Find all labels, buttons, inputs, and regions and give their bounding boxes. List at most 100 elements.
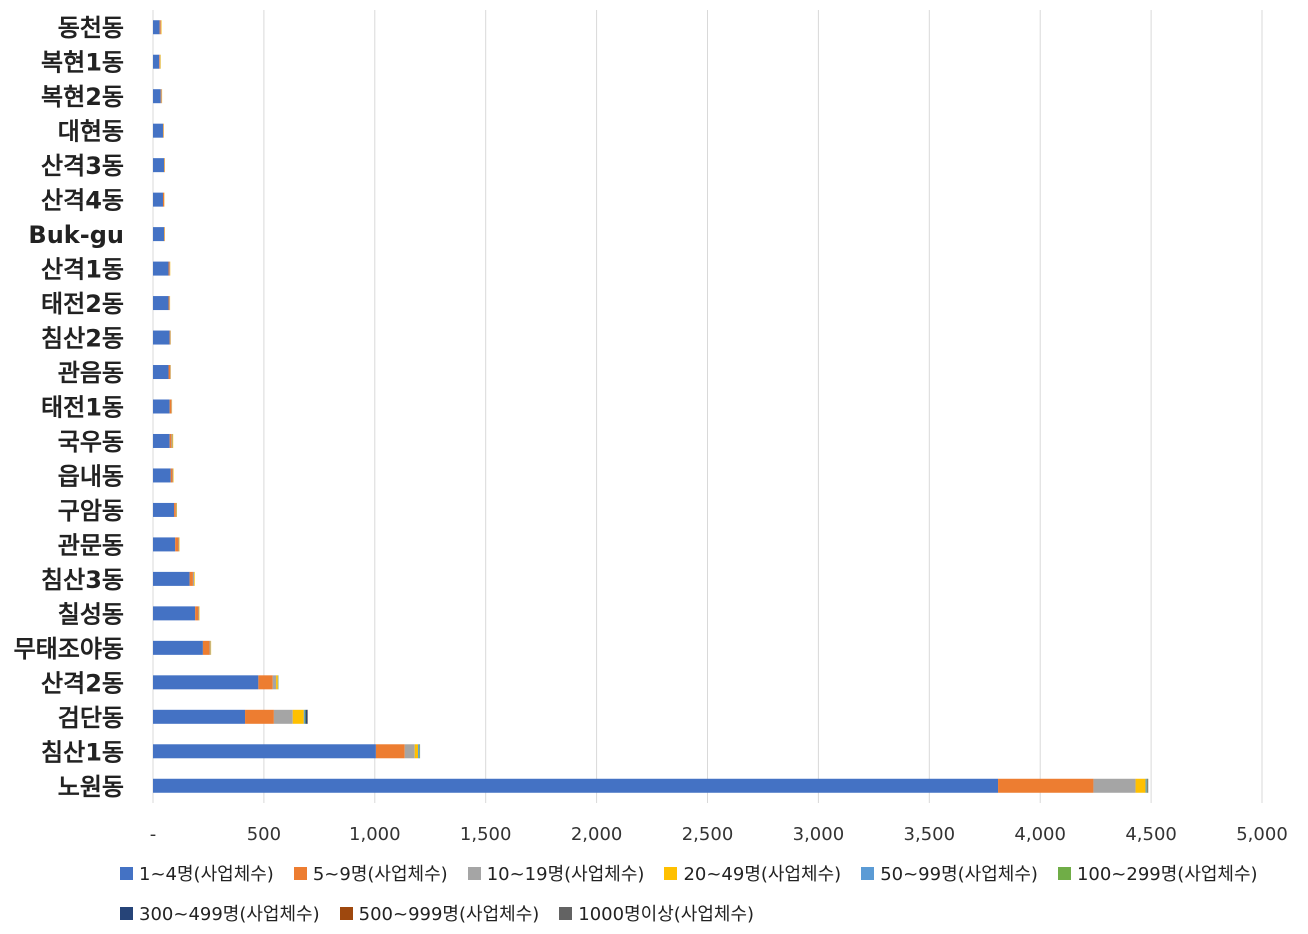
category-label: 침산3동 bbox=[41, 566, 124, 594]
legend-label: 50~99명(사업체수) bbox=[880, 864, 1038, 885]
legend-item: 5~9명(사업체수) bbox=[293, 860, 448, 886]
category-label: 관문동 bbox=[58, 531, 124, 559]
bar-segment bbox=[414, 744, 419, 759]
category-label: 노원동 bbox=[58, 773, 124, 801]
x-tick-label: 1,000 bbox=[349, 824, 401, 845]
x-tick-label: 4,500 bbox=[1125, 824, 1177, 845]
bar-segment bbox=[153, 468, 171, 483]
bar-segment bbox=[153, 296, 169, 311]
bar-segment bbox=[153, 606, 196, 621]
legend-label: 500~999명(사업체수) bbox=[358, 904, 540, 925]
legend: 1~4명(사업체수) 5~9명(사업체수) 10~19명(사업체수) 20~49명(사… bbox=[120, 860, 1300, 926]
legend-swatch bbox=[467, 866, 481, 880]
category-label: 태전2동 bbox=[41, 290, 124, 318]
category-label: 복현1동 bbox=[41, 49, 124, 77]
bar-segment bbox=[153, 192, 163, 207]
legend-label: 10~19명(사업체수) bbox=[486, 864, 645, 885]
bar-segment bbox=[418, 744, 420, 759]
legend-swatch bbox=[861, 866, 875, 880]
bar-segment bbox=[272, 675, 277, 690]
category-label: 관음동 bbox=[58, 359, 124, 387]
bar-segment bbox=[153, 261, 169, 276]
bar-segment bbox=[419, 744, 420, 759]
bar-segment bbox=[202, 640, 210, 655]
bar-segment bbox=[189, 571, 193, 586]
bar-segment bbox=[305, 709, 308, 724]
bar-segment bbox=[153, 227, 165, 242]
legend-swatch bbox=[293, 866, 307, 880]
category-label: 검단동 bbox=[58, 704, 124, 732]
category-label: 동천동 bbox=[58, 14, 124, 42]
bar-segment bbox=[276, 675, 278, 690]
bar-segment bbox=[303, 709, 305, 724]
bar-segment bbox=[175, 502, 177, 517]
bar-segment bbox=[171, 433, 173, 448]
bar-segment bbox=[153, 20, 160, 35]
bar-segment bbox=[195, 606, 199, 621]
bar-segment bbox=[1135, 778, 1146, 793]
category-label: 칠성동 bbox=[58, 600, 124, 628]
bar-segment bbox=[1093, 778, 1136, 793]
grid-lines bbox=[152, 10, 1263, 803]
category-label: 산격4동 bbox=[41, 187, 124, 215]
legend-label: 100~299명(사업체수) bbox=[1076, 864, 1258, 885]
bar-segment bbox=[194, 571, 195, 586]
legend-item: 100~299명(사업체수) bbox=[1057, 860, 1258, 886]
bar-segment bbox=[404, 744, 415, 759]
x-tick-label: 4,000 bbox=[1014, 824, 1066, 845]
bar-segment bbox=[172, 468, 174, 483]
legend-label: 5~9명(사업체수) bbox=[312, 864, 448, 885]
legend-item: 1000명이상(사업체수) bbox=[559, 900, 754, 926]
bar-segment bbox=[153, 433, 170, 448]
legend-item: 300~499명(사업체수) bbox=[120, 900, 320, 926]
bar-segment bbox=[153, 640, 203, 655]
bar-segment bbox=[153, 537, 176, 552]
bar-segment bbox=[1146, 778, 1148, 793]
category-label: 복현2동 bbox=[41, 83, 124, 111]
category-label: 태전1동 bbox=[41, 394, 124, 422]
legend-label: 20~49명(사업체수) bbox=[683, 864, 842, 885]
x-tick-label: 5,000 bbox=[1236, 824, 1288, 845]
bar-segment bbox=[273, 709, 293, 724]
bar-segment bbox=[1145, 778, 1147, 793]
bar-segment bbox=[159, 20, 161, 35]
bar-segment bbox=[304, 709, 306, 724]
category-label: 침산2동 bbox=[41, 325, 124, 353]
category-label: 국우동 bbox=[58, 428, 124, 456]
legend-label: 1000명이상(사업체수) bbox=[578, 904, 755, 925]
category-label: 산격2동 bbox=[41, 669, 124, 697]
bar-segment bbox=[153, 54, 160, 69]
bar-segment bbox=[174, 502, 176, 517]
bar-segment bbox=[172, 433, 174, 448]
x-tick-label: 2,500 bbox=[682, 824, 734, 845]
category-label: 대현동 bbox=[58, 118, 124, 146]
bar-segment bbox=[153, 675, 259, 690]
legend-swatch bbox=[664, 866, 678, 880]
bar-segment bbox=[168, 261, 170, 276]
x-tick-label: - bbox=[150, 824, 157, 845]
bar-segment bbox=[998, 778, 1094, 793]
legend-item: 10~19명(사업체수) bbox=[467, 860, 645, 886]
bar-segment bbox=[258, 675, 273, 690]
legend-item: 500~999명(사업체수) bbox=[339, 900, 540, 926]
bar-segment bbox=[153, 778, 999, 793]
bar-segment bbox=[153, 123, 163, 138]
legend-swatch bbox=[559, 906, 573, 920]
bar-segment bbox=[153, 399, 170, 414]
category-label: 산격1동 bbox=[41, 256, 124, 284]
x-tick-label: 3,500 bbox=[904, 824, 956, 845]
bar-segment bbox=[169, 330, 171, 345]
bar-segment bbox=[169, 399, 172, 414]
x-tick-label: 3,000 bbox=[793, 824, 845, 845]
category-label: 구암동 bbox=[58, 497, 124, 525]
bar-segment bbox=[153, 571, 190, 586]
bar-segment bbox=[169, 433, 172, 448]
legend-label: 1~4명(사업체수) bbox=[139, 864, 274, 885]
bar-segment bbox=[375, 744, 405, 759]
bar-segment bbox=[153, 330, 170, 345]
bar-segment bbox=[160, 89, 162, 104]
bar-segment bbox=[192, 571, 195, 586]
x-tick-label: 2,000 bbox=[571, 824, 623, 845]
